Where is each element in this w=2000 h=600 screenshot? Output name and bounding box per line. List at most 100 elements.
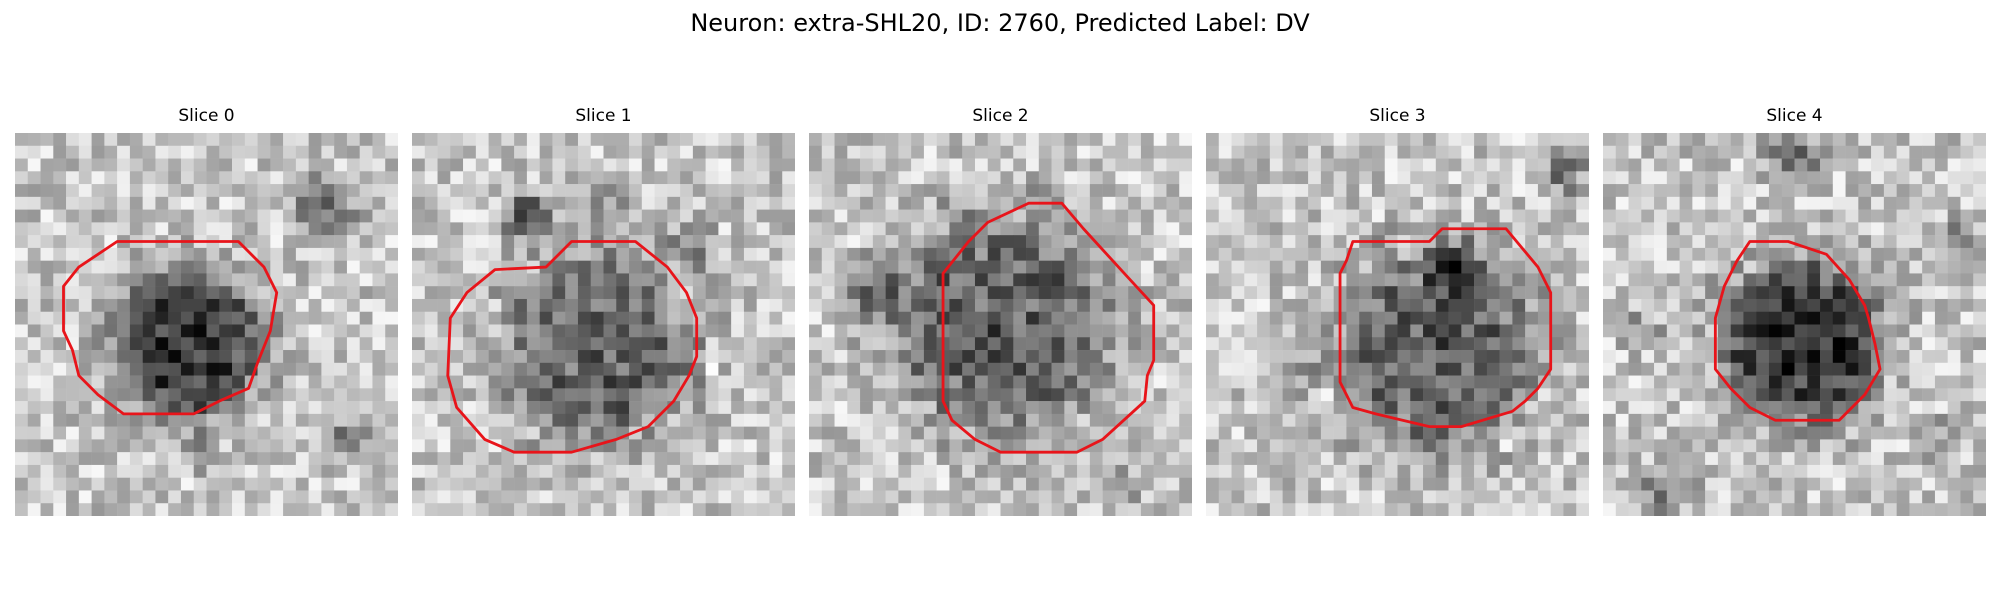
image-pixel	[66, 196, 80, 210]
image-pixel	[1461, 247, 1475, 261]
image-pixel	[244, 388, 258, 402]
image-pixel	[257, 222, 271, 236]
image-pixel	[1845, 260, 1859, 274]
image-pixel	[1269, 426, 1283, 440]
image-pixel	[206, 477, 220, 491]
image-pixel	[1359, 171, 1373, 185]
image-pixel	[1282, 413, 1296, 427]
image-pixel	[1231, 401, 1245, 415]
image-pixel	[142, 324, 156, 338]
image-pixel	[104, 464, 118, 478]
image-pixel	[1269, 158, 1283, 172]
image-pixel	[885, 350, 899, 364]
image-pixel	[1666, 184, 1680, 198]
image-pixel	[193, 260, 207, 274]
image-pixel	[1679, 247, 1693, 261]
image-pixel	[1666, 401, 1680, 415]
image-pixel	[847, 196, 861, 210]
image-pixel	[1641, 298, 1655, 312]
image-pixel	[1308, 362, 1322, 376]
image-pixel	[1896, 388, 1910, 402]
image-pixel	[692, 362, 706, 376]
image-pixel	[1026, 324, 1040, 338]
image-pixel	[1499, 426, 1513, 440]
image-pixel	[372, 235, 386, 249]
image-pixel	[1781, 247, 1795, 261]
image-pixel	[1628, 464, 1642, 478]
image-pixel	[488, 362, 502, 376]
image-pixel	[949, 439, 963, 453]
image-pixel	[488, 222, 502, 236]
image-pixel	[1153, 133, 1167, 147]
image-pixel	[1563, 490, 1577, 504]
image-pixel	[1257, 452, 1271, 466]
image-pixel	[641, 477, 655, 491]
image-pixel	[155, 490, 169, 504]
image-pixel	[705, 401, 719, 415]
image-pixel	[1832, 477, 1846, 491]
image-pixel	[1000, 439, 1014, 453]
image-pixel	[898, 477, 912, 491]
image-pixel	[412, 286, 426, 300]
image-pixel	[1537, 426, 1551, 440]
image-pixel	[1871, 286, 1885, 300]
image-pixel	[450, 324, 464, 338]
image-pixel	[936, 196, 950, 210]
image-pixel	[911, 503, 925, 516]
image-pixel	[731, 286, 745, 300]
image-pixel	[923, 337, 937, 351]
image-pixel	[1794, 209, 1808, 223]
image-pixel	[270, 222, 284, 236]
image-pixel	[1603, 286, 1617, 300]
image-pixel	[1206, 503, 1220, 516]
image-pixel	[680, 184, 694, 198]
image-pixel	[168, 452, 182, 466]
image-pixel	[232, 286, 246, 300]
slice-panel-1: Slice 1	[412, 105, 795, 516]
image-pixel	[1909, 133, 1923, 147]
image-pixel	[359, 375, 373, 389]
image-pixel	[1371, 209, 1385, 223]
image-pixel	[1807, 337, 1821, 351]
image-pixel	[155, 452, 169, 466]
image-pixel	[1768, 222, 1782, 236]
image-pixel	[346, 426, 360, 440]
image-pixel	[1051, 324, 1065, 338]
image-pixel	[219, 426, 233, 440]
image-pixel	[1922, 324, 1936, 338]
image-pixel	[117, 337, 131, 351]
image-pixel	[782, 311, 795, 325]
image-pixel	[1384, 158, 1398, 172]
image-pixel	[1295, 464, 1309, 478]
image-pixel	[1563, 247, 1577, 261]
image-pixel	[372, 222, 386, 236]
image-pixel	[1845, 413, 1859, 427]
image-pixel	[552, 286, 566, 300]
image-pixel	[219, 337, 233, 351]
image-pixel	[244, 184, 258, 198]
image-pixel	[1922, 362, 1936, 376]
image-pixel	[743, 324, 757, 338]
image-pixel	[129, 222, 143, 236]
image-pixel	[1102, 452, 1116, 466]
image-pixel	[424, 401, 438, 415]
image-pixel	[1896, 298, 1910, 312]
image-pixel	[1896, 171, 1910, 185]
image-pixel	[641, 158, 655, 172]
image-pixel	[1666, 311, 1680, 325]
image-pixel	[180, 171, 194, 185]
image-pixel	[321, 171, 335, 185]
image-pixel	[359, 133, 373, 147]
image-pixel	[552, 311, 566, 325]
image-pixel	[412, 298, 426, 312]
image-pixel	[501, 247, 515, 261]
image-pixel	[1717, 452, 1731, 466]
image-pixel	[692, 158, 706, 172]
image-pixel	[1883, 375, 1897, 389]
image-pixel	[1654, 196, 1668, 210]
image-pixel	[1537, 298, 1551, 312]
image-pixel	[1486, 452, 1500, 466]
image-pixel	[769, 490, 783, 504]
image-pixel	[1064, 490, 1078, 504]
image-pixel	[1832, 426, 1846, 440]
